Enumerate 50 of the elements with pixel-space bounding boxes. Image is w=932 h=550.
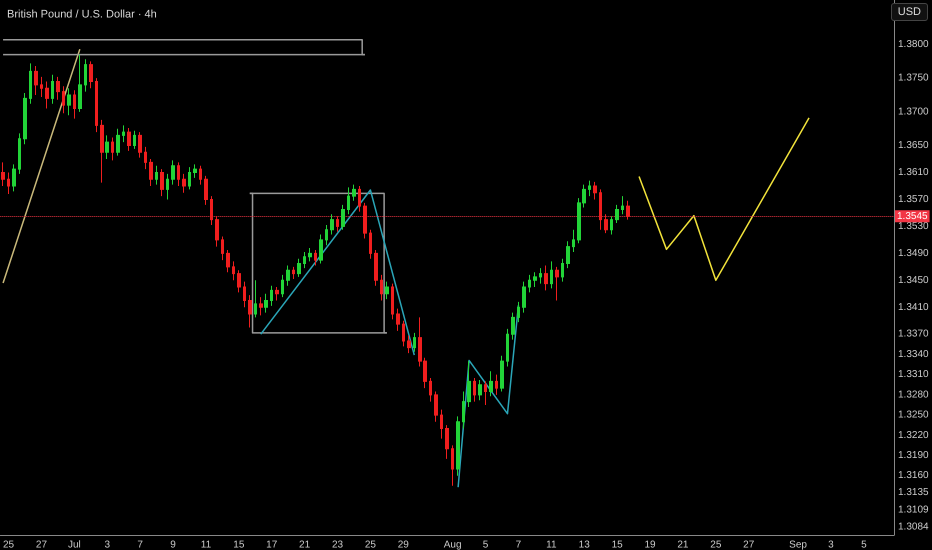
y-tick-label: 1.3700 [898,106,930,118]
x-tick-label: 7 [516,540,522,550]
y-tick-label: 1.3370 [898,328,930,340]
x-tick-label: Sep [789,540,808,550]
x-tick-label: Jul [68,540,81,550]
y-tick-label: 1.3750 [898,72,930,84]
x-tick-label: 19 [644,540,656,550]
y-tick-label: 1.3610 [898,166,930,178]
y-tick-label: 1.3650 [898,140,930,152]
y-tick-label: 1.3135 [898,487,930,498]
x-tick-label: 9 [170,540,176,550]
x-tick-label: 17 [266,540,278,550]
y-tick-label: 1.3250 [898,410,930,421]
x-tick-label: 13 [578,540,590,550]
x-tick-label: 27 [36,540,48,550]
x-tick-label: 29 [398,540,410,550]
x-tick-label: 21 [299,540,311,550]
y-tick-label: 1.3310 [898,369,930,380]
y-tick-label: 1.3490 [898,248,930,259]
x-tick-label: 15 [233,540,245,550]
x-tick-label: 25 [3,540,15,550]
text: USD [890,3,928,21]
y-tick-label: 1.3084 [898,521,930,532]
ref-line-label: 1.3545 [897,210,928,222]
x-tick-label: 5 [482,540,489,550]
text: British Pound / U.S. Dollar · 4h [7,8,157,20]
x-tick-label: 23 [332,540,344,550]
x-tick-label: 21 [677,540,689,550]
y-tick-label: 1.3450 [898,274,930,286]
x-tick-label: 15 [612,540,624,550]
y-tick-label: 1.3800 [898,38,930,50]
x-tick-label: 11 [200,540,212,550]
y-tick-label: 1.3109 [898,504,930,516]
x-tick-label: 11 [546,540,557,550]
y-tick-label: 1.3570 [898,194,930,205]
x-tick-label: 7 [137,540,144,550]
y-tick-label: 1.3340 [898,348,930,360]
y-tick-label: 1.3410 [898,302,930,313]
y-tick-label: 1.3190 [898,450,930,461]
y-tick-label: 1.3280 [898,389,930,400]
y-tick-label: 1.3530 [898,220,930,232]
x-tick-label: Aug [444,540,462,550]
y-tick-label: 1.3160 [898,470,930,482]
y-tick-label: 1.3220 [898,430,930,441]
x-tick-label: 25 [364,540,376,550]
x-tick-label: 5 [861,540,868,550]
x-tick-label: 3 [828,540,834,550]
x-tick-label: 27 [743,540,755,550]
x-tick-label: 3 [104,540,110,550]
x-tick-label: 25 [710,540,722,550]
